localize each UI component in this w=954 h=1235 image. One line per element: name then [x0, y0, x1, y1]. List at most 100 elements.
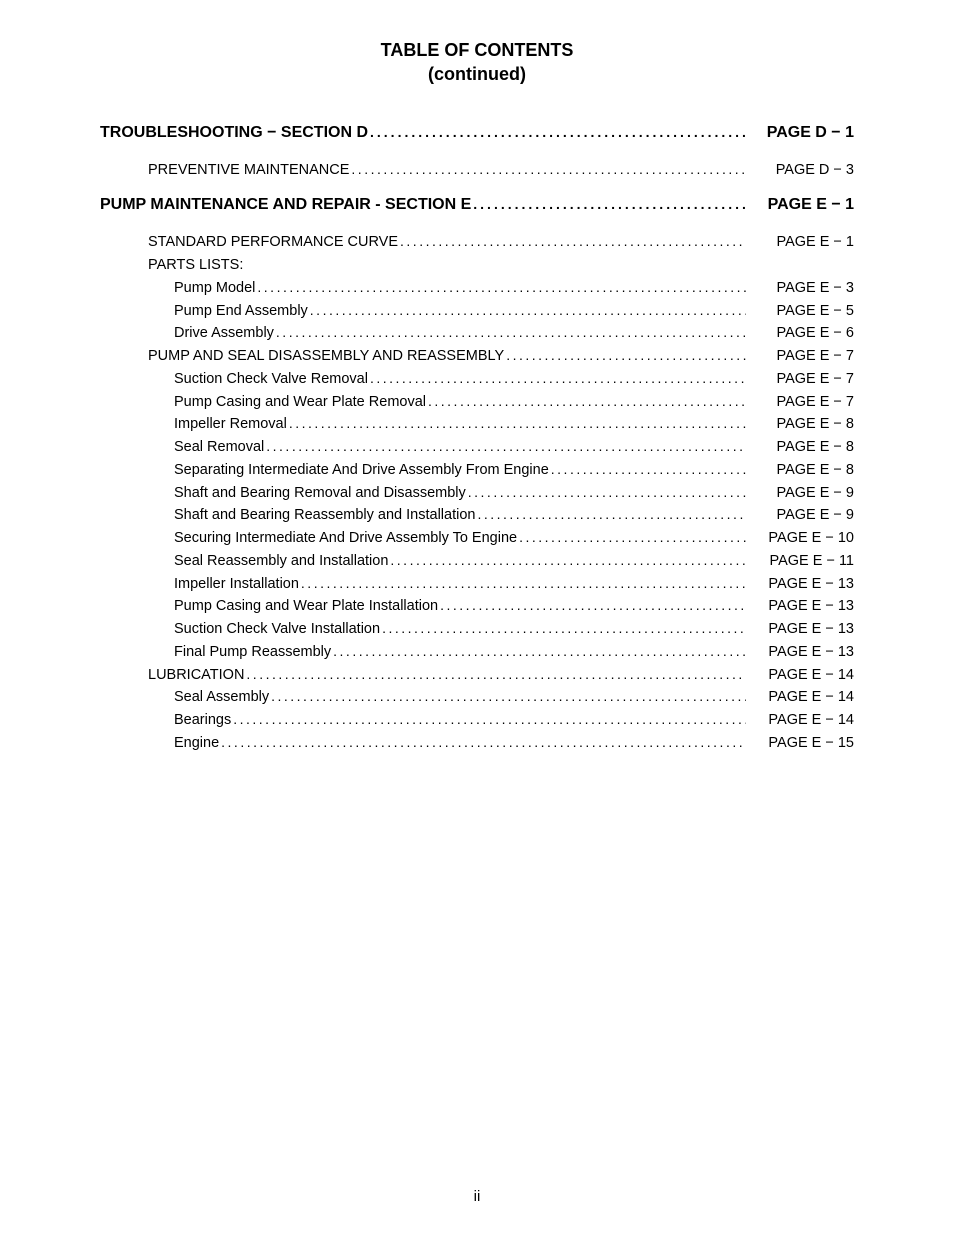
toc-entry-label: Engine [174, 733, 219, 755]
toc-entry-page: PAGE E − 13 [746, 574, 854, 596]
toc-entry-page: PAGE E − 10 [746, 528, 854, 550]
toc-entry-page: PAGE E − 5 [746, 301, 854, 323]
toc-entry-label: TROUBLESHOOTING − SECTION D [100, 121, 368, 145]
toc-dot-leader [331, 641, 746, 662]
toc-dot-leader [380, 618, 746, 639]
toc-entry: LUBRICATION PAGE E − 14 [100, 664, 854, 687]
toc-dot-leader [287, 413, 746, 434]
toc-dot-leader [438, 595, 746, 616]
toc-entry: Impeller Removal PAGE E − 8 [100, 413, 854, 436]
toc-entry: Seal AssemblyPAGE E − 14 [100, 686, 854, 709]
toc-entry-label: Shaft and Bearing Removal and Disassembl… [174, 483, 466, 505]
toc-entry-page: PAGE E − 8 [746, 414, 854, 436]
toc-entry-page: PAGE E − 9 [746, 505, 854, 527]
toc-entry-label: Seal Removal [174, 437, 264, 459]
toc-entry: Drive Assembly PAGE E − 6 [100, 322, 854, 345]
toc-entry: PREVENTIVE MAINTENANCE PAGE D − 3 [100, 159, 854, 182]
toc-dot-leader [388, 550, 746, 571]
toc-entry: Seal Reassembly and Installation PAGE E −… [100, 550, 854, 573]
toc-dot-leader [398, 231, 746, 252]
toc-dot-leader [219, 732, 746, 753]
toc-entry-label: Impeller Installation [174, 574, 299, 596]
toc-dot-leader [549, 459, 746, 480]
toc-entry-label: Pump End Assembly [174, 301, 308, 323]
toc-entry-label: Drive Assembly [174, 323, 274, 345]
toc-dot-leader [471, 194, 746, 215]
toc-entry-page: PAGE E − 7 [746, 369, 854, 391]
toc-entry: Pump Casing and Wear Plate Installation P… [100, 595, 854, 618]
toc-dot-leader [349, 159, 746, 180]
toc-entry-page: PAGE E − 14 [746, 710, 854, 732]
toc-entry: Impeller Installation PAGE E − 13 [100, 573, 854, 596]
toc-dot-leader [368, 368, 746, 389]
toc-entry-page: PAGE E − 8 [746, 460, 854, 482]
toc-entry: Suction Check Valve Removal PAGE E − 7 [100, 368, 854, 391]
toc-dot-leader [308, 300, 746, 321]
toc-dot-leader [264, 436, 746, 457]
toc-section-heading: PUMP MAINTENANCE AND REPAIR - SECTION E P… [100, 193, 854, 217]
toc-entry-page: PAGE E − 1 [746, 193, 854, 217]
toc-entry-label: Suction Check Valve Removal [174, 369, 368, 391]
toc-entry: Separating Intermediate And Drive Assemb… [100, 459, 854, 482]
toc-entry-label: Separating Intermediate And Drive Assemb… [174, 460, 549, 482]
toc-entry-page: PAGE E − 7 [746, 392, 854, 414]
toc-entry: Pump ModelPAGE E − 3 [100, 277, 854, 300]
toc-entry: Shaft and Bearing Removal and Disassembl… [100, 482, 854, 505]
toc-entry-page: PAGE E − 13 [746, 619, 854, 641]
toc-entry: Shaft and Bearing Reassembly and Install… [100, 504, 854, 527]
toc-entry-label: Impeller Removal [174, 414, 287, 436]
toc-entry-label: PARTS LISTS: [148, 255, 243, 277]
toc-entry: Bearings PAGE E − 14 [100, 709, 854, 732]
toc-entry-page: PAGE D − 3 [746, 160, 854, 182]
toc-entry-label: LUBRICATION [148, 665, 244, 687]
toc-entry-page: PAGE E − 1 [746, 232, 854, 254]
toc-entry-label: Seal Reassembly and Installation [174, 551, 388, 573]
toc-entry-page: PAGE E − 3 [746, 278, 854, 300]
toc-entry-label: Final Pump Reassembly [174, 642, 331, 664]
toc-title-line2: (continued) [100, 62, 854, 86]
toc-entry-label: Pump Casing and Wear Plate Installation [174, 596, 438, 618]
toc-title-line1: TABLE OF CONTENTS [100, 38, 854, 62]
toc-section-heading: TROUBLESHOOTING − SECTION D PAGE D − 1 [100, 121, 854, 145]
toc-entry-page: PAGE E − 14 [746, 665, 854, 687]
toc-dot-leader [466, 482, 746, 503]
toc-entry: Suction Check Valve InstallationPAGE E −… [100, 618, 854, 641]
toc-dot-leader [231, 709, 746, 730]
toc-dot-leader [274, 322, 746, 343]
toc-entry-label: Pump Casing and Wear Plate Removal [174, 392, 426, 414]
toc-entry-label: Seal Assembly [174, 687, 269, 709]
toc-dot-leader [299, 573, 746, 594]
toc-dot-leader [244, 664, 746, 685]
toc-entry-page: PAGE E − 6 [746, 323, 854, 345]
toc-dot-leader [426, 391, 746, 412]
toc-entry: PARTS LISTS: [100, 254, 854, 277]
toc-entry-page: PAGE E − 9 [746, 483, 854, 505]
toc-entry-label: PREVENTIVE MAINTENANCE [148, 160, 349, 182]
toc-entry: Pump Casing and Wear Plate Removal PAGE E… [100, 391, 854, 414]
toc-entry-page: PAGE E − 7 [746, 346, 854, 368]
toc-entry-page: PAGE E − 13 [746, 596, 854, 618]
toc-entry-label: PUMP AND SEAL DISASSEMBLY AND REASSEMBLY [148, 346, 504, 368]
toc-entry: PUMP AND SEAL DISASSEMBLY AND REASSEMBLY… [100, 345, 854, 368]
document-page: TABLE OF CONTENTS (continued) TROUBLESHO… [0, 0, 954, 755]
toc-entry-page: PAGE E − 8 [746, 437, 854, 459]
toc-entry-page: PAGE E − 11 [746, 551, 854, 573]
page-number: ii [0, 1188, 954, 1205]
toc-dot-leader [504, 345, 746, 366]
toc-entry-label: Securing Intermediate And Drive Assembly… [174, 528, 517, 550]
toc-entry-page: PAGE D − 1 [746, 121, 854, 145]
toc-entry-label: STANDARD PERFORMANCE CURVE [148, 232, 398, 254]
toc-dot-leader [475, 504, 746, 525]
toc-entry-label: PUMP MAINTENANCE AND REPAIR - SECTION E [100, 193, 471, 217]
toc-dot-leader [517, 527, 746, 548]
toc-entry-label: Bearings [174, 710, 231, 732]
toc-dot-leader [255, 277, 746, 298]
toc-entry: EnginePAGE E − 15 [100, 732, 854, 755]
toc-header: TABLE OF CONTENTS (continued) [100, 38, 854, 87]
toc-entry-page: PAGE E − 13 [746, 642, 854, 664]
toc-entry: Seal Removal PAGE E − 8 [100, 436, 854, 459]
toc-entry-label: Shaft and Bearing Reassembly and Install… [174, 505, 475, 527]
toc-entry: Securing Intermediate And Drive Assembly… [100, 527, 854, 550]
toc-entry: STANDARD PERFORMANCE CURVE PAGE E − 1 [100, 231, 854, 254]
toc-dot-leader [269, 686, 746, 707]
